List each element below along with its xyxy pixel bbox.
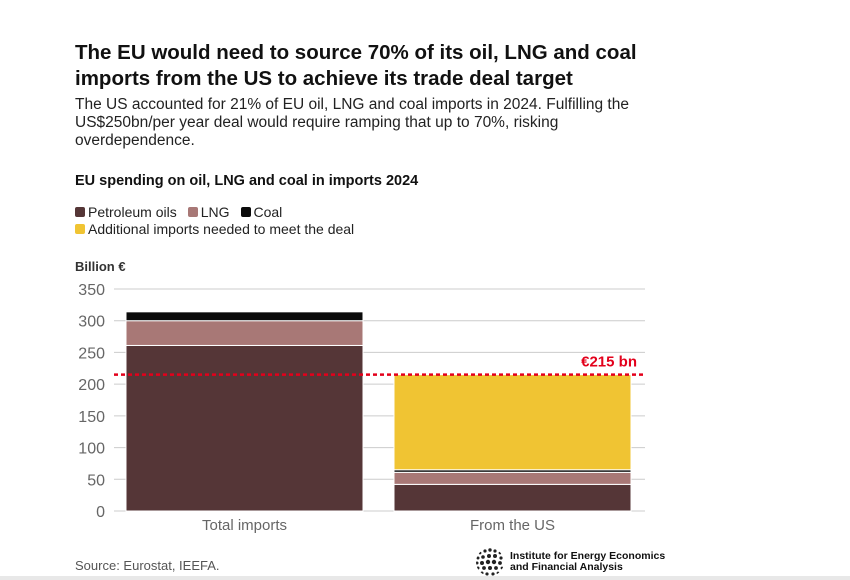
bar-petroleum-0 bbox=[125, 344, 364, 512]
legend: Petroleum oils LNG Coal Additional impor… bbox=[75, 203, 365, 237]
y-tick-label-0: 0 bbox=[96, 504, 105, 521]
y-tick-label-350: 350 bbox=[78, 282, 105, 299]
logo-text: Institute for Energy Economics and Finan… bbox=[510, 551, 665, 573]
y-tick-label-100: 100 bbox=[78, 441, 105, 458]
chart-title: The EU would need to source 70% of its o… bbox=[75, 41, 637, 90]
y-tick-label-150: 150 bbox=[78, 409, 105, 426]
bar-lng-0 bbox=[125, 320, 364, 346]
y-axis-unit-label: Billion € bbox=[75, 259, 126, 274]
y-tick-label-250: 250 bbox=[78, 345, 105, 362]
y-tick-label-200: 200 bbox=[78, 377, 105, 394]
legend-item-coal: Coal bbox=[240, 203, 283, 220]
bar-additional-1 bbox=[393, 374, 632, 471]
globe-icon bbox=[476, 548, 504, 576]
legend-item-lng: LNG bbox=[187, 203, 230, 220]
logo-text-line-1: Institute for Energy Economics bbox=[510, 550, 666, 562]
logo-text-line-2: and Financial Analysis bbox=[510, 561, 623, 573]
chart-subtitle: The US accounted for 21% of EU oil, LNG … bbox=[75, 96, 629, 149]
legend-swatch-coal bbox=[240, 206, 251, 217]
x-tick-label-0: Total imports bbox=[202, 517, 287, 534]
legend-swatch-additional bbox=[75, 223, 85, 234]
source-note: Source: Eurostat, IEEFA. bbox=[75, 558, 220, 573]
ieefa-logo: Institute for Energy Economics and Finan… bbox=[474, 547, 665, 577]
y-tick-label-50: 50 bbox=[87, 472, 105, 489]
legend-label-petroleum: Petroleum oils bbox=[88, 203, 177, 220]
chart-heading: EU spending on oil, LNG and coal in impo… bbox=[75, 173, 419, 189]
legend-label-lng: LNG bbox=[200, 203, 230, 220]
legend-row-1: Petroleum oils LNG Coal bbox=[75, 203, 365, 220]
bar-lng-1 bbox=[393, 471, 632, 485]
legend-label-additional: Additional imports needed to meet the de… bbox=[88, 220, 355, 237]
legend-swatch-petroleum bbox=[75, 206, 85, 217]
target-reference-label: €215 bn bbox=[581, 354, 637, 371]
legend-item-additional: Additional imports needed to meet the de… bbox=[75, 221, 354, 237]
legend-row-2: Additional imports needed to meet the de… bbox=[75, 220, 365, 237]
y-tick-label-300: 300 bbox=[78, 314, 105, 331]
x-tick-label-1: From the US bbox=[470, 517, 555, 534]
bottom-scrollbar-strip bbox=[0, 576, 850, 580]
legend-label-coal: Coal bbox=[253, 203, 283, 220]
legend-swatch-lng bbox=[187, 206, 198, 217]
legend-item-petroleum: Petroleum oils bbox=[75, 204, 177, 220]
bar-coal-0 bbox=[125, 311, 364, 322]
bar-petroleum-1 bbox=[393, 483, 632, 512]
